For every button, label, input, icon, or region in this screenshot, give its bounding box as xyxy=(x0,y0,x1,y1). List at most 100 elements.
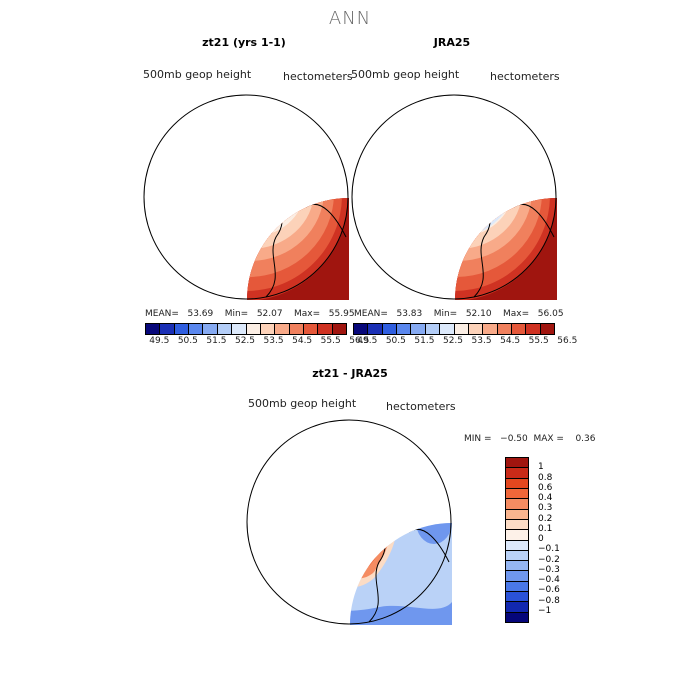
panel-right-variable: 500mb geop height xyxy=(351,68,460,81)
coastline xyxy=(352,97,466,197)
colorbar-tick-label: 51.5 xyxy=(206,336,227,346)
colorbar-swatch xyxy=(506,581,528,593)
colorbar-tick-label: 54.5 xyxy=(292,336,313,346)
mean-label: MEAN= xyxy=(354,309,388,319)
colorbar-tick-label: 0 xyxy=(538,534,544,544)
colorbar-tick-label: −0.2 xyxy=(538,554,560,565)
contour-band xyxy=(247,198,342,291)
colorbar-tick-label: 0.3 xyxy=(538,503,553,514)
colorbar-swatch xyxy=(506,478,528,489)
min-value: −0.50 xyxy=(500,434,528,444)
contour-band xyxy=(246,419,452,452)
colorbar-tick-label: 53.5 xyxy=(471,336,492,346)
panel-left-map xyxy=(143,94,349,300)
colorbar-swatch xyxy=(454,324,469,334)
map-boundary xyxy=(246,419,452,625)
colorbar-tick-label: 52.5 xyxy=(442,336,464,346)
colorbar-swatch xyxy=(506,499,528,510)
colorbar-tick-label: 0.6 xyxy=(538,482,553,493)
colorbar-swatch xyxy=(289,324,304,334)
panel-left-units: hectometers xyxy=(283,70,353,83)
colorbar-swatch xyxy=(526,324,541,334)
coastline xyxy=(300,512,330,552)
colorbar-tick-label: 55.5 xyxy=(528,336,549,346)
colorbar-swatch xyxy=(160,324,175,334)
figure-title: ANN xyxy=(328,8,372,29)
contour-band xyxy=(455,198,512,237)
max-label: MAX = xyxy=(533,434,564,444)
colorbar-swatch xyxy=(468,324,484,334)
colorbar-swatch xyxy=(506,458,528,469)
colorbar-swatch xyxy=(506,571,528,582)
diff-panel-colorbar xyxy=(505,457,529,623)
diff-panel-title: zt21 - JRA25 xyxy=(312,367,388,380)
contour-band xyxy=(455,198,492,227)
contour-band xyxy=(247,198,281,226)
colorbar-swatch xyxy=(506,561,528,572)
colorbar-swatch xyxy=(411,324,426,334)
colorbar-swatch xyxy=(397,324,412,334)
panel-left-colorbar xyxy=(145,323,347,335)
colorbar-tick-label: 49.5 xyxy=(149,336,170,346)
colorbar-swatch xyxy=(506,509,528,520)
colorbar-swatch xyxy=(217,324,233,334)
colorbar-tick-label: −0.3 xyxy=(538,564,560,575)
diff-panel-units: hectometers xyxy=(386,400,456,413)
colorbar-swatch xyxy=(189,324,204,334)
colorbar-tick-label: −0.4 xyxy=(538,575,560,585)
colorbar-tick-label: −1 xyxy=(538,605,552,616)
colorbar-swatch xyxy=(275,324,290,334)
colorbar-tick-label: 0.4 xyxy=(538,493,553,503)
colorbar-tick-label: −0.1 xyxy=(538,544,560,555)
colorbar-swatch xyxy=(440,324,455,334)
colorbar-swatch xyxy=(483,324,498,334)
min-value: 52.10 xyxy=(465,309,492,319)
panel-right-colorbar xyxy=(353,323,555,335)
colorbar-swatch xyxy=(260,324,276,334)
colorbar-tick-label: 1 xyxy=(538,462,544,473)
panel-left-stats: MEAN= 53.69 Min= 52.07 Max= 55.95 xyxy=(145,309,355,319)
panel-right-title: JRA25 xyxy=(433,36,471,49)
colorbar-swatch xyxy=(174,324,190,334)
contour-band xyxy=(247,198,324,261)
colorbar-swatch xyxy=(232,324,247,334)
min-value: 52.07 xyxy=(256,309,283,319)
panel-right-units: hectometers xyxy=(490,70,560,83)
contour-band xyxy=(416,523,452,544)
colorbar-tick-label: 52.5 xyxy=(234,336,256,346)
max-value: 55.95 xyxy=(328,309,355,319)
contour-band xyxy=(455,198,542,277)
colorbar-tick-label: 0.8 xyxy=(538,472,553,483)
colorbar-swatch xyxy=(382,324,398,334)
coastline xyxy=(247,422,361,522)
contour-band xyxy=(284,486,335,523)
max-label: Max= xyxy=(503,309,530,319)
panel-right-map xyxy=(351,94,557,300)
map-boundary xyxy=(143,94,349,300)
coastline xyxy=(156,107,226,272)
panel-left-colorbar-labels: 49.5 50.5 51.5 52.5 53.5 54.5 55.5 56.5 xyxy=(145,336,369,348)
colorbar-tick-label: 56.5 xyxy=(557,336,578,346)
colorbar-swatch xyxy=(506,612,528,622)
contour-band xyxy=(247,198,304,237)
colorbar-swatch xyxy=(368,324,383,334)
contour-band xyxy=(247,198,314,249)
min-label: MIN = xyxy=(464,434,492,444)
colorbar-swatch xyxy=(506,550,528,562)
colorbar-swatch xyxy=(511,324,527,334)
colorbar-swatch xyxy=(506,519,528,531)
colorbar-swatch xyxy=(318,324,333,334)
colorbar-tick-label: 54.5 xyxy=(500,336,521,346)
contour-band xyxy=(455,198,522,249)
colorbar-swatch xyxy=(506,540,528,551)
colorbar-swatch xyxy=(506,530,528,541)
contour-band xyxy=(455,198,532,261)
colorbar-swatch xyxy=(203,324,218,334)
colorbar-tick-label: 56.5 xyxy=(349,336,370,346)
colorbar-tick-label: 50.5 xyxy=(385,336,406,346)
coastline xyxy=(197,187,227,227)
colorbar-tick-label: 0.1 xyxy=(538,523,553,534)
mean-value: 53.83 xyxy=(396,309,423,319)
panel-right-colorbar-labels: 49.5 50.5 51.5 52.5 53.5 54.5 55.5 56.5 xyxy=(353,336,577,348)
diff-panel-colorbar-labels: 1 0.8 0.6 0.4 0.3 0.2 0.1 0 −0.1 −0.2 −0.3 −0.4 −0.6… xyxy=(538,457,578,621)
